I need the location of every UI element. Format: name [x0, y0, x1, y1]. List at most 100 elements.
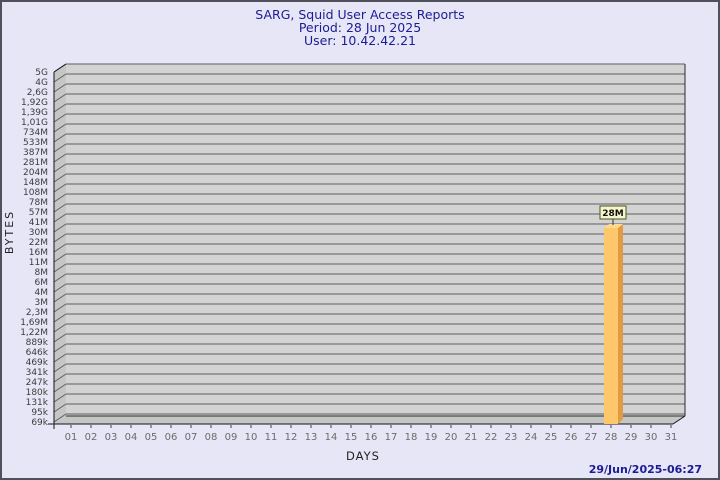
- gridline-wall-tick: [53, 143, 67, 153]
- annotation-value-label: 28M: [602, 209, 624, 219]
- y-tick-label: 2,6G: [27, 88, 48, 98]
- gridline-wall-tick: [53, 303, 67, 313]
- gridline-wall-tick: [53, 363, 67, 373]
- gridline-wall-tick: [53, 353, 67, 363]
- y-axis-title: BYTES: [3, 210, 16, 254]
- gridline-wall-tick: [53, 163, 67, 173]
- gridline-wall-tick: [53, 283, 67, 293]
- y-tick-label: 281M: [23, 158, 48, 168]
- y-tick-label: 1,01G: [21, 118, 48, 128]
- x-tick-label: 13: [305, 432, 318, 443]
- gridline-wall-tick: [53, 113, 67, 123]
- y-tick-label: 1,39G: [21, 108, 48, 118]
- bar-side-face: [618, 224, 623, 424]
- y-tick-label: 57M: [29, 208, 48, 218]
- y-tick-label: 180k: [26, 388, 49, 398]
- y-tick-label: 2,3M: [26, 308, 48, 318]
- y-tick-label: 5G: [35, 68, 48, 78]
- gridline-wall-tick: [53, 213, 67, 223]
- y-tick-label: 469k: [26, 358, 49, 368]
- y-tick-label: 41M: [29, 218, 48, 228]
- x-tick-label: 26: [565, 432, 578, 443]
- x-tick-label: 05: [145, 432, 158, 443]
- gridline-wall-tick: [53, 293, 67, 303]
- gridline-wall-tick: [53, 273, 67, 283]
- x-tick-label: 06: [165, 432, 178, 443]
- y-tick-label: 1,22M: [20, 328, 48, 338]
- x-tick-label: 09: [225, 432, 238, 443]
- y-tick-label: 6M: [35, 278, 49, 288]
- y-tick-label: 1,92G: [21, 98, 48, 108]
- y-tick-label: 204M: [23, 168, 48, 178]
- x-tick-label: 21: [465, 432, 478, 443]
- y-tick-label: 533M: [23, 138, 48, 148]
- x-tick-label: 12: [285, 432, 298, 443]
- gridline-wall-tick: [53, 243, 67, 253]
- y-tick-label: 69k: [31, 418, 48, 428]
- gridline-wall-tick: [53, 233, 67, 243]
- x-tick-label: 25: [545, 432, 558, 443]
- gridline-wall-tick: [53, 203, 67, 213]
- chart-header: SARG, Squid User Access Reports Period: …: [2, 8, 718, 47]
- y-tick-label: 734M: [23, 128, 48, 138]
- gridline-wall-tick: [53, 83, 67, 93]
- y-tick-label: 1,69M: [20, 318, 48, 328]
- gridline-wall-tick: [53, 253, 67, 263]
- gridline-wall-tick: [53, 343, 67, 353]
- x-axis-title: DAYS: [346, 449, 380, 463]
- x-axis-depth-edge: [672, 415, 686, 425]
- y-tick-label: 131k: [26, 398, 49, 408]
- gridline-wall-tick: [53, 313, 67, 323]
- x-tick-label: 27: [585, 432, 598, 443]
- x-tick-label: 28: [605, 432, 618, 443]
- y-tick-label: 11M: [29, 258, 48, 268]
- gridline-wall-tick: [53, 153, 67, 163]
- gridline-wall-tick: [53, 393, 67, 403]
- generated-timestamp: 29/Jun/2025-06:27: [589, 463, 702, 476]
- gridline-wall-tick: [53, 103, 67, 113]
- x-tick-label: 22: [485, 432, 498, 443]
- x-tick-label: 19: [425, 432, 438, 443]
- gridline-wall-tick: [53, 413, 67, 423]
- gridline-wall-tick: [53, 333, 67, 343]
- x-tick-label: 01: [65, 432, 78, 443]
- x-tick-label: 07: [185, 432, 198, 443]
- x-tick-label: 20: [445, 432, 458, 443]
- gridline-wall-tick: [53, 93, 67, 103]
- y-tick-label: 16M: [29, 248, 48, 258]
- y-tick-label: 148M: [23, 178, 48, 188]
- x-tick-label: 16: [365, 432, 378, 443]
- gridline-wall-tick: [53, 183, 67, 193]
- y-tick-label: 3M: [35, 298, 49, 308]
- y-tick-label: 646k: [26, 348, 49, 358]
- gridline-wall-tick: [53, 173, 67, 183]
- report-user: User: 10.42.42.21: [304, 33, 416, 48]
- y-tick-label: 4M: [35, 288, 49, 298]
- x-tick-label: 11: [265, 432, 278, 443]
- bar-top-face: [604, 224, 623, 228]
- gridline-wall-tick: [53, 123, 67, 133]
- page-title: SARG, Squid User Access Reports: [255, 7, 465, 22]
- x-tick-label: 02: [85, 432, 98, 443]
- y-tick-label: 95k: [31, 408, 48, 418]
- x-tick-label: 17: [385, 432, 398, 443]
- gridline-wall-tick: [53, 403, 67, 413]
- gridline-wall-tick: [53, 223, 67, 233]
- y-tick-label: 8M: [35, 268, 49, 278]
- y-tick-label: 387M: [23, 148, 48, 158]
- gridline-wall-tick: [53, 193, 67, 203]
- annotation-box: [599, 205, 627, 220]
- x-tick-label: 10: [245, 432, 258, 443]
- gridline-wall-tick: [53, 73, 67, 83]
- x-tick-label: 31: [665, 432, 678, 443]
- y-tick-label: 22M: [29, 238, 48, 248]
- axis-wall-3d: [54, 64, 66, 424]
- axis-floor-3d: [54, 416, 685, 424]
- x-tick-label: 14: [325, 432, 338, 443]
- x-tick-label: 29: [625, 432, 638, 443]
- x-tick-label: 30: [645, 432, 658, 443]
- gridline-wall-tick: [53, 383, 67, 393]
- y-tick-label: 341k: [26, 368, 49, 378]
- x-tick-label: 03: [105, 432, 118, 443]
